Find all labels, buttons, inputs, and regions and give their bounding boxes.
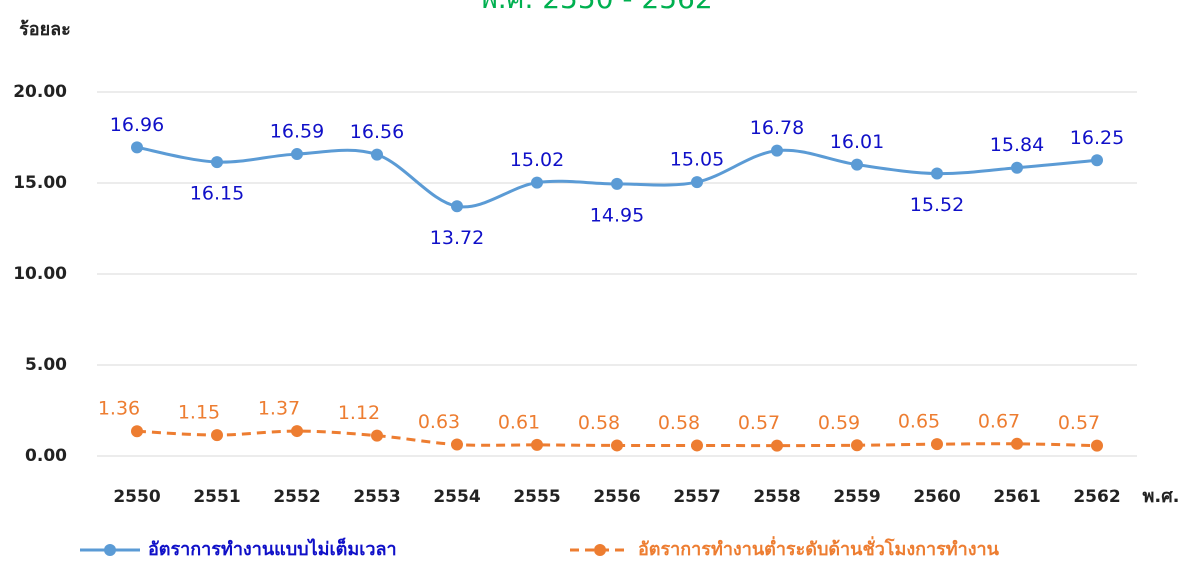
- data-label: 0.63: [418, 411, 460, 433]
- data-label: 0.58: [578, 412, 620, 434]
- x-tick-label: 2560: [913, 487, 960, 507]
- legend-marker: [104, 544, 116, 556]
- data-label: 16.59: [270, 121, 324, 143]
- marker: [211, 429, 223, 442]
- data-label: 16.78: [750, 117, 804, 139]
- marker: [851, 439, 863, 452]
- marker: [1091, 154, 1103, 167]
- marker: [851, 158, 863, 171]
- data-label: 1.36: [98, 398, 140, 420]
- marker: [371, 148, 383, 161]
- data-label: 15.52: [910, 194, 964, 216]
- x-tick-label: 2555: [513, 487, 560, 507]
- y-tick-label: 15.00: [13, 173, 67, 193]
- x-tick-label: 2557: [673, 487, 720, 507]
- y-tick-label: 10.00: [13, 264, 67, 284]
- marker: [611, 439, 623, 452]
- legend-label: อัตราการทำงานต่ำระดับด้านชั่วโมงการทำงาน: [638, 536, 1000, 560]
- marker: [291, 148, 303, 161]
- x-tick-label: 2551: [193, 487, 240, 507]
- marker: [531, 438, 543, 451]
- data-label: 1.15: [178, 402, 220, 424]
- data-label: 0.59: [818, 412, 860, 434]
- x-tick-label: 2552: [273, 487, 320, 507]
- y-tick-label: 0.00: [25, 446, 67, 466]
- marker: [451, 438, 463, 451]
- marker: [1011, 437, 1023, 450]
- marker: [771, 144, 783, 157]
- marker: [291, 425, 303, 438]
- marker: [131, 141, 143, 154]
- x-tick-label: 2550: [113, 487, 160, 507]
- data-label: 15.05: [670, 149, 724, 171]
- data-label: 15.84: [990, 134, 1044, 156]
- marker: [691, 439, 703, 452]
- data-label: 13.72: [430, 227, 484, 249]
- data-label: 16.56: [350, 121, 404, 143]
- x-tick-label: 2561: [993, 487, 1040, 507]
- data-label: 16.25: [1070, 127, 1124, 149]
- data-label: 1.37: [258, 398, 300, 420]
- data-label: 0.58: [658, 412, 700, 434]
- marker: [691, 176, 703, 189]
- x-tick-label: 2556: [593, 487, 640, 507]
- data-label: 0.67: [978, 410, 1020, 432]
- data-label: 0.57: [1058, 412, 1100, 434]
- x-tick-label: 2558: [753, 487, 800, 507]
- x-tick-label: 2559: [833, 487, 880, 507]
- marker: [451, 200, 463, 213]
- x-tick-label: 2554: [433, 487, 480, 507]
- legend-label: อัตราการทำงานแบบไม่เต็มเวลา: [148, 537, 397, 560]
- marker: [531, 176, 543, 189]
- marker: [371, 429, 383, 442]
- data-label: 14.95: [590, 204, 644, 226]
- y-axis-label: ร้อยละ: [19, 19, 71, 40]
- chart-title: พ.ศ. 2550 - 2562: [479, 0, 712, 15]
- x-tick-label: 2562: [1073, 487, 1120, 507]
- x-axis-label: พ.ศ.: [1143, 486, 1180, 507]
- marker: [931, 167, 943, 180]
- y-tick-label: 5.00: [25, 355, 67, 375]
- marker: [611, 177, 623, 190]
- data-label: 16.96: [110, 114, 164, 136]
- data-label: 0.57: [738, 412, 780, 434]
- data-label: 16.15: [190, 183, 244, 205]
- marker: [771, 439, 783, 452]
- y-tick-label: 20.00: [13, 82, 67, 102]
- marker: [211, 156, 223, 169]
- data-label: 0.61: [498, 411, 540, 433]
- marker: [131, 425, 143, 438]
- marker: [1091, 439, 1103, 452]
- legend-marker: [594, 544, 606, 556]
- marker: [1011, 161, 1023, 174]
- data-label: 16.01: [830, 131, 884, 153]
- marker: [931, 438, 943, 451]
- data-label: 0.65: [898, 411, 940, 433]
- x-tick-label: 2553: [353, 487, 400, 507]
- data-label: 1.12: [338, 402, 380, 424]
- data-label: 15.02: [510, 149, 564, 171]
